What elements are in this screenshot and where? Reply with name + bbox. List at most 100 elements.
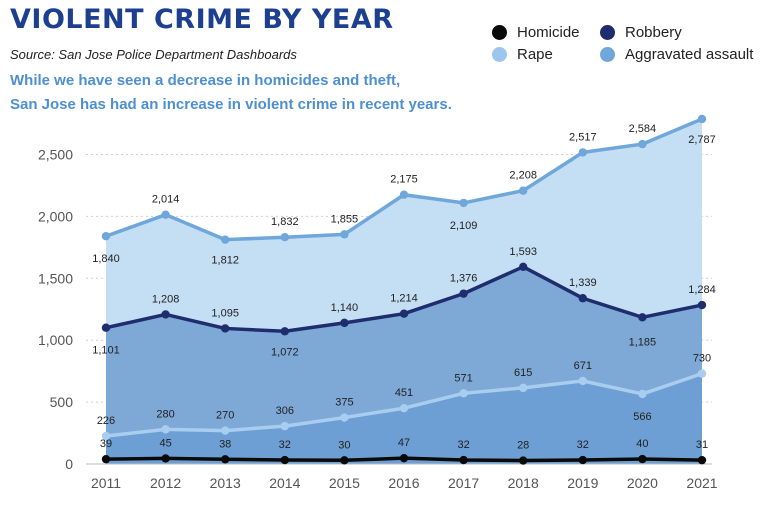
- y-tick-label: 1,500: [38, 270, 73, 286]
- x-tick-label: 2020: [627, 475, 658, 491]
- legend-item-aggravated-assault: Aggravated assault: [600, 46, 753, 63]
- point-rape: [519, 383, 528, 393]
- y-tick-label: 2,500: [38, 147, 73, 163]
- data-label-homicide: 39: [100, 438, 112, 450]
- legend-swatch-homicide: [492, 25, 507, 40]
- data-label-rape: 615: [514, 367, 532, 379]
- point-robbery: [638, 313, 647, 322]
- chart-subtitle: While we have seen a decrease in homicid…: [10, 69, 452, 117]
- point-rape: [638, 389, 647, 399]
- point-rape: [161, 425, 170, 434]
- data-label-aggravated-assault: 2,175: [390, 174, 418, 186]
- point-homicide: [340, 456, 349, 465]
- point-homicide: [161, 454, 170, 463]
- data-label-aggravated-assault: 2,014: [152, 194, 180, 206]
- y-tick-label: 2,000: [38, 208, 73, 224]
- x-tick-label: 2013: [210, 475, 241, 491]
- data-label-aggravated-assault: 2,787: [688, 134, 716, 146]
- legend-swatch-robbery: [600, 25, 615, 40]
- point-robbery: [101, 323, 111, 332]
- point-homicide: [697, 455, 707, 465]
- x-tick-label: 2019: [567, 475, 598, 491]
- data-label-aggravated-assault: 2,517: [569, 131, 597, 143]
- legend-swatch-rape: [492, 47, 507, 62]
- data-label-robbery: 1,339: [569, 277, 597, 289]
- point-robbery: [578, 294, 587, 303]
- data-label-homicide: 32: [279, 439, 291, 451]
- point-robbery: [161, 310, 170, 319]
- point-rape: [399, 403, 409, 413]
- point-aggravated-assault: [161, 210, 170, 219]
- data-label-robbery: 1,208: [152, 293, 180, 305]
- point-aggravated-assault: [101, 232, 111, 241]
- point-robbery: [459, 289, 468, 298]
- legend-item-homicide: Homicide: [492, 24, 580, 41]
- point-homicide: [399, 453, 409, 463]
- legend-swatch-aggravated-assault: [600, 47, 615, 62]
- subtitle-line-1: While we have seen a decrease in homicid…: [10, 72, 401, 89]
- data-label-homicide: 28: [517, 440, 529, 452]
- x-tick-label: 2014: [269, 475, 300, 491]
- data-label-homicide: 32: [577, 439, 589, 451]
- point-rape: [459, 389, 468, 398]
- point-rape: [340, 413, 349, 422]
- data-label-rape: 375: [335, 397, 353, 409]
- area-rape: [106, 373, 702, 464]
- legend-item-robbery: Robbery: [600, 24, 682, 41]
- data-label-robbery: 1,593: [509, 246, 537, 258]
- legend-item-rape: Rape: [492, 46, 553, 63]
- data-label-rape: 270: [216, 410, 234, 422]
- legend-label-aggravated-assault: Aggravated assault: [625, 46, 754, 63]
- x-tick-label: 2021: [686, 475, 717, 491]
- point-rape: [578, 376, 587, 386]
- point-robbery: [399, 309, 409, 318]
- x-tick-label: 2015: [329, 475, 360, 491]
- data-label-homicide: 32: [457, 439, 469, 451]
- data-label-homicide: 31: [696, 439, 708, 451]
- point-aggravated-assault: [697, 114, 707, 124]
- point-homicide: [519, 456, 528, 465]
- point-homicide: [280, 455, 289, 465]
- data-label-aggravated-assault: 1,855: [331, 213, 359, 225]
- data-label-rape: 566: [633, 411, 651, 423]
- data-label-rape: 730: [693, 353, 711, 365]
- data-label-homicide: 47: [398, 437, 410, 449]
- data-label-homicide: 38: [219, 438, 231, 450]
- x-tick-label: 2016: [388, 475, 419, 491]
- x-tick-label: 2018: [508, 475, 539, 491]
- point-aggravated-assault: [280, 232, 289, 242]
- point-rape: [101, 431, 111, 441]
- data-label-homicide: 45: [159, 437, 171, 449]
- data-label-rape: 451: [395, 387, 413, 399]
- x-tick-label: 2012: [150, 475, 181, 491]
- point-homicide: [459, 455, 468, 465]
- subtitle-line-2: San Jose has had an increase in violent …: [10, 96, 452, 113]
- data-label-robbery: 1,284: [688, 284, 716, 296]
- point-robbery: [519, 262, 528, 271]
- data-label-rape: 306: [276, 405, 294, 417]
- point-rape: [697, 369, 707, 378]
- point-aggravated-assault: [578, 148, 587, 157]
- legend-label-rape: Rape: [517, 46, 553, 63]
- data-label-robbery: 1,185: [629, 336, 657, 348]
- point-robbery: [697, 300, 707, 310]
- point-homicide: [578, 455, 587, 465]
- data-label-robbery: 1,140: [331, 302, 359, 314]
- point-homicide: [638, 454, 647, 464]
- point-homicide: [101, 454, 111, 464]
- point-aggravated-assault: [459, 198, 468, 208]
- data-label-robbery: 1,095: [211, 307, 239, 319]
- x-tick-label: 2017: [448, 475, 479, 491]
- data-label-robbery: 1,072: [271, 346, 299, 358]
- y-tick-label: 1,000: [38, 332, 73, 348]
- point-aggravated-assault: [221, 235, 230, 244]
- chart-title: VIOLENT CRIME BY YEAR: [10, 4, 394, 35]
- legend-label-homicide: Homicide: [517, 24, 580, 41]
- data-label-aggravated-assault: 1,812: [211, 255, 239, 267]
- point-robbery: [221, 324, 230, 333]
- data-label-rape: 671: [574, 360, 592, 372]
- data-label-aggravated-assault: 2,109: [450, 220, 478, 232]
- point-homicide: [221, 455, 230, 464]
- point-aggravated-assault: [399, 190, 409, 199]
